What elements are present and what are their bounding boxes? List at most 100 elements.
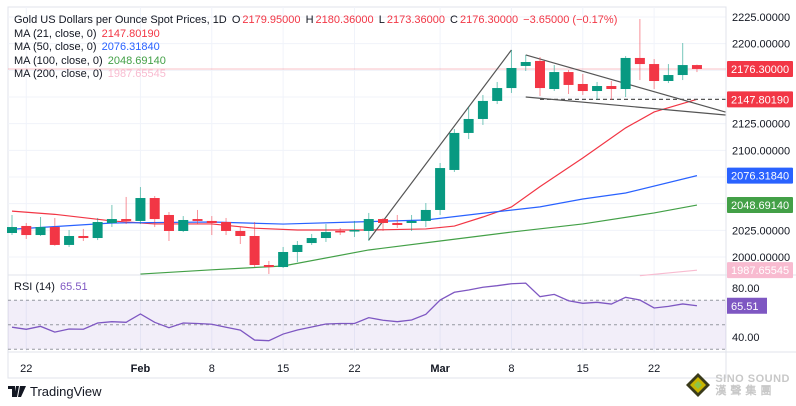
candle-body: [691, 65, 702, 69]
ma200-label: MA (200, close, 0): [14, 68, 103, 80]
price-tick-label: 2225.00000: [732, 12, 790, 24]
last-price-tag-bg: [727, 60, 793, 77]
candle-body: [677, 65, 688, 76]
low-label: L: [378, 14, 385, 26]
time-tick-label: 8: [209, 363, 215, 375]
candle-body: [449, 132, 460, 170]
candle-body: [420, 209, 431, 221]
time-tick-label: 8: [508, 363, 514, 375]
time-tick-label: 22: [648, 363, 660, 375]
candles: [7, 19, 702, 274]
time-tick-label: Feb: [131, 363, 151, 375]
candle-body: [492, 88, 503, 101]
candle-body: [121, 219, 132, 221]
candle-body: [35, 227, 46, 236]
watermark-line1: SINO SOUND: [715, 373, 790, 385]
chart-frame: [7, 6, 727, 379]
price-axis[interactable]: 2225.00000 2200.00000 2125.00000 2100.00000…: [727, 12, 793, 344]
candle-body: [477, 100, 488, 119]
candle-body: [663, 75, 674, 82]
ma21-value: 2147.80190: [101, 28, 160, 40]
ma50-tag-bg: [727, 167, 793, 184]
ma21-label: MA (21, close, 0): [14, 28, 97, 40]
tradingview-logo[interactable]: TradingView: [8, 384, 102, 399]
candle-body: [378, 219, 389, 223]
rsi-legend[interactable]: RSI (14) 65.51: [14, 281, 90, 294]
ma-line-2: [140, 204, 698, 275]
candle-body: [506, 67, 517, 89]
trendline[interactable]: [368, 49, 512, 241]
candle-body: [163, 214, 174, 231]
candle-body: [606, 86, 617, 90]
ma-line-3: [639, 269, 698, 277]
sino-sound-watermark: SINO SOUND 漢 聲 集 團: [685, 372, 790, 398]
candle-body: [463, 118, 474, 133]
low-value: 2173.36000: [386, 14, 445, 26]
ma50-tag: 2076.31840: [731, 171, 789, 183]
candle-body: [192, 219, 203, 221]
rsi-band-fill: [8, 300, 726, 350]
candle-body: [363, 219, 374, 231]
candle-body: [106, 219, 117, 223]
sino-sound-logo-icon: [686, 373, 711, 397]
rsi-pane: [8, 282, 726, 350]
candle-body: [435, 168, 446, 210]
candle-body: [235, 230, 246, 236]
candle-body: [649, 64, 660, 82]
rsi-label: RSI (14): [14, 281, 55, 293]
symbol-title: Gold US Dollars per Ounce Spot Prices, 1…: [14, 14, 227, 26]
candle-body: [7, 227, 17, 234]
candle-body: [78, 235, 89, 239]
candle-body: [21, 225, 32, 236]
candle-body: [549, 72, 560, 90]
candle-body: [249, 235, 260, 266]
time-tick-label: 22: [20, 363, 32, 375]
candle-body: [306, 238, 317, 244]
ma100-legend[interactable]: MA (100, close, 0) 2048.69140: [14, 55, 168, 68]
candle-body: [634, 57, 645, 65]
trendline[interactable]: [525, 96, 726, 116]
close-label: C: [450, 14, 458, 26]
rsi-tick-label: 80.00: [732, 283, 760, 295]
ma200-legend[interactable]: MA (200, close, 0) 1987.65545: [14, 68, 168, 81]
candle-body: [520, 62, 531, 66]
rsi-value: 65.51: [60, 281, 88, 293]
ma21-tag: 2147.80190: [731, 94, 789, 106]
candle-body: [349, 230, 360, 232]
symbol-legend: Gold US Dollars per Ounce Spot Prices, 1…: [14, 14, 619, 27]
ma100-tag-bg: [727, 197, 793, 214]
ma50-value: 2076.31840: [101, 41, 160, 53]
candle-body: [64, 235, 75, 245]
open-value: 2179.95000: [242, 14, 301, 26]
ma21-legend[interactable]: MA (21, close, 0) 2147.80190: [14, 28, 162, 41]
ma200-tag: 1987.65545: [731, 265, 789, 277]
rsi-tick-label: 40.00: [732, 332, 760, 344]
candle-body: [49, 227, 60, 245]
candle-body: [577, 83, 588, 92]
high-value: 2180.36000: [315, 14, 374, 26]
candle-body: [92, 222, 103, 239]
candle-body: [534, 60, 545, 89]
rsi-tag: 65.51: [731, 301, 759, 313]
ma100-value: 2048.69140: [107, 55, 166, 67]
price-tick-label: 2100.00000: [732, 145, 790, 157]
candle-body: [392, 222, 403, 226]
price-tick-label: 2025.00000: [732, 225, 790, 237]
high-label: H: [305, 14, 314, 26]
ma200-value: 1987.65545: [107, 68, 166, 80]
candle-body: [320, 232, 331, 239]
time-tick-label: 22: [348, 363, 360, 375]
candle-body: [592, 86, 603, 92]
ma50-legend[interactable]: MA (50, close, 0) 2076.31840: [14, 41, 162, 54]
candle-body: [263, 265, 274, 268]
tradingview-icon: [8, 386, 26, 397]
candle-body: [563, 72, 574, 85]
price-tick-label: 2000.00000: [732, 252, 790, 264]
ma50-label: MA (50, close, 0): [14, 41, 97, 53]
candle-body: [178, 219, 189, 231]
last-price-tag: 2176.30000: [731, 64, 789, 76]
candle-body: [206, 220, 217, 223]
candle-body: [149, 198, 160, 220]
time-axis[interactable]: 22 Feb 8 15 22 Mar 8 15 22: [20, 363, 660, 375]
